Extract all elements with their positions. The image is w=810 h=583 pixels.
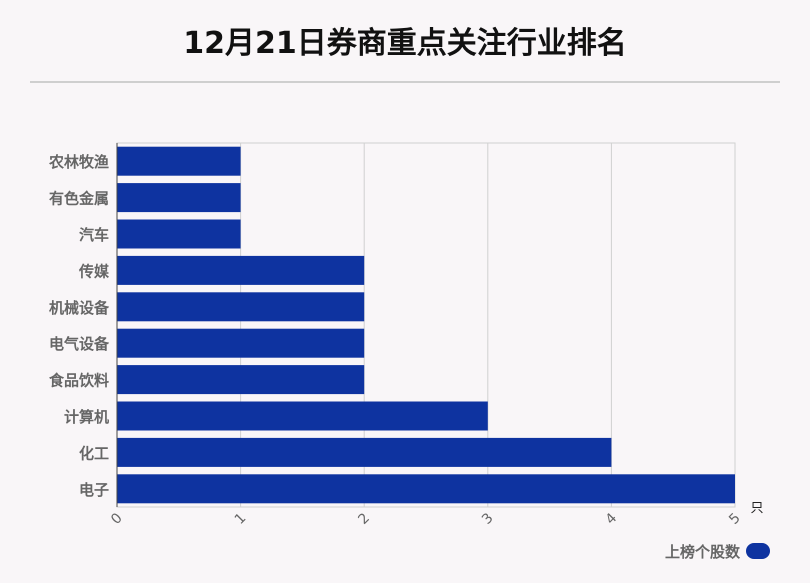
x-tick-label: 4 (603, 510, 621, 528)
y-tick-label: 机械设备 (49, 299, 110, 317)
bar (117, 255, 365, 285)
y-tick-label: 传媒 (78, 262, 110, 280)
bar (117, 183, 241, 213)
x-tick-label: 5 (726, 510, 744, 528)
y-tick-label: 电子 (79, 481, 109, 499)
y-tick-label: 农林牧渔 (48, 153, 109, 171)
bar (117, 437, 612, 467)
x-tick-label: 1 (232, 510, 250, 528)
x-tick-label: 2 (355, 510, 373, 528)
x-tick-label: 3 (479, 510, 497, 528)
legend: 上榜个股数 (665, 540, 770, 562)
bar (117, 292, 365, 322)
bar (117, 474, 735, 504)
y-tick-label: 化工 (79, 444, 109, 462)
y-tick-label: 电气设备 (49, 335, 110, 353)
title-divider (30, 81, 780, 83)
bar (117, 328, 365, 358)
legend-label: 上榜个股数 (664, 542, 740, 561)
y-tick-label: 计算机 (64, 408, 109, 426)
chart-title: 12月21日券商重点关注行业排名 (183, 26, 627, 61)
x-axis-unit: 只 (750, 501, 763, 516)
y-tick-label: 有色金属 (49, 190, 109, 208)
bar (117, 219, 241, 249)
bar (117, 146, 241, 176)
bar (117, 365, 365, 395)
x-tick-label: 0 (108, 510, 126, 528)
legend-swatch (746, 543, 770, 559)
y-tick-label: 汽车 (79, 226, 109, 244)
y-tick-label: 食品饮料 (49, 372, 109, 390)
bar (117, 401, 488, 431)
